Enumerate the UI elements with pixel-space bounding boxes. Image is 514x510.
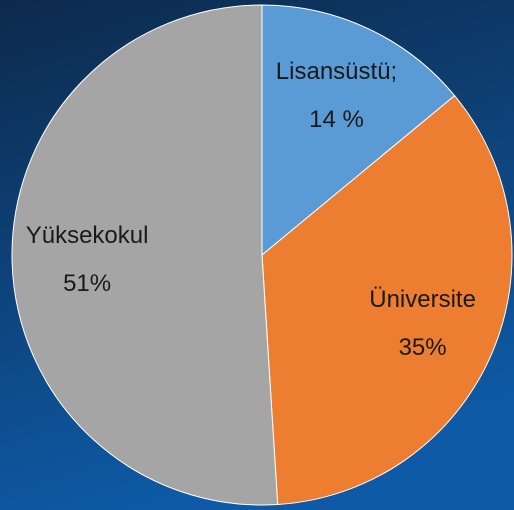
- pie: [11, 4, 513, 506]
- slice-name: Yüksekokul: [26, 222, 149, 249]
- slice-name: Üniversite: [369, 286, 476, 313]
- labels: Lisansüstü; 14 % Üniversite 35% Yüksekokul 51…: [26, 58, 476, 361]
- slice-value: 51%: [63, 270, 111, 297]
- slice-value: 35%: [399, 334, 447, 361]
- slice-value: 14 %: [309, 106, 364, 133]
- pie-slice: [11, 4, 279, 506]
- pie-slice: [261, 94, 513, 506]
- pie-slice: [261, 4, 456, 257]
- slice-name: Lisansüstü;: [276, 58, 397, 85]
